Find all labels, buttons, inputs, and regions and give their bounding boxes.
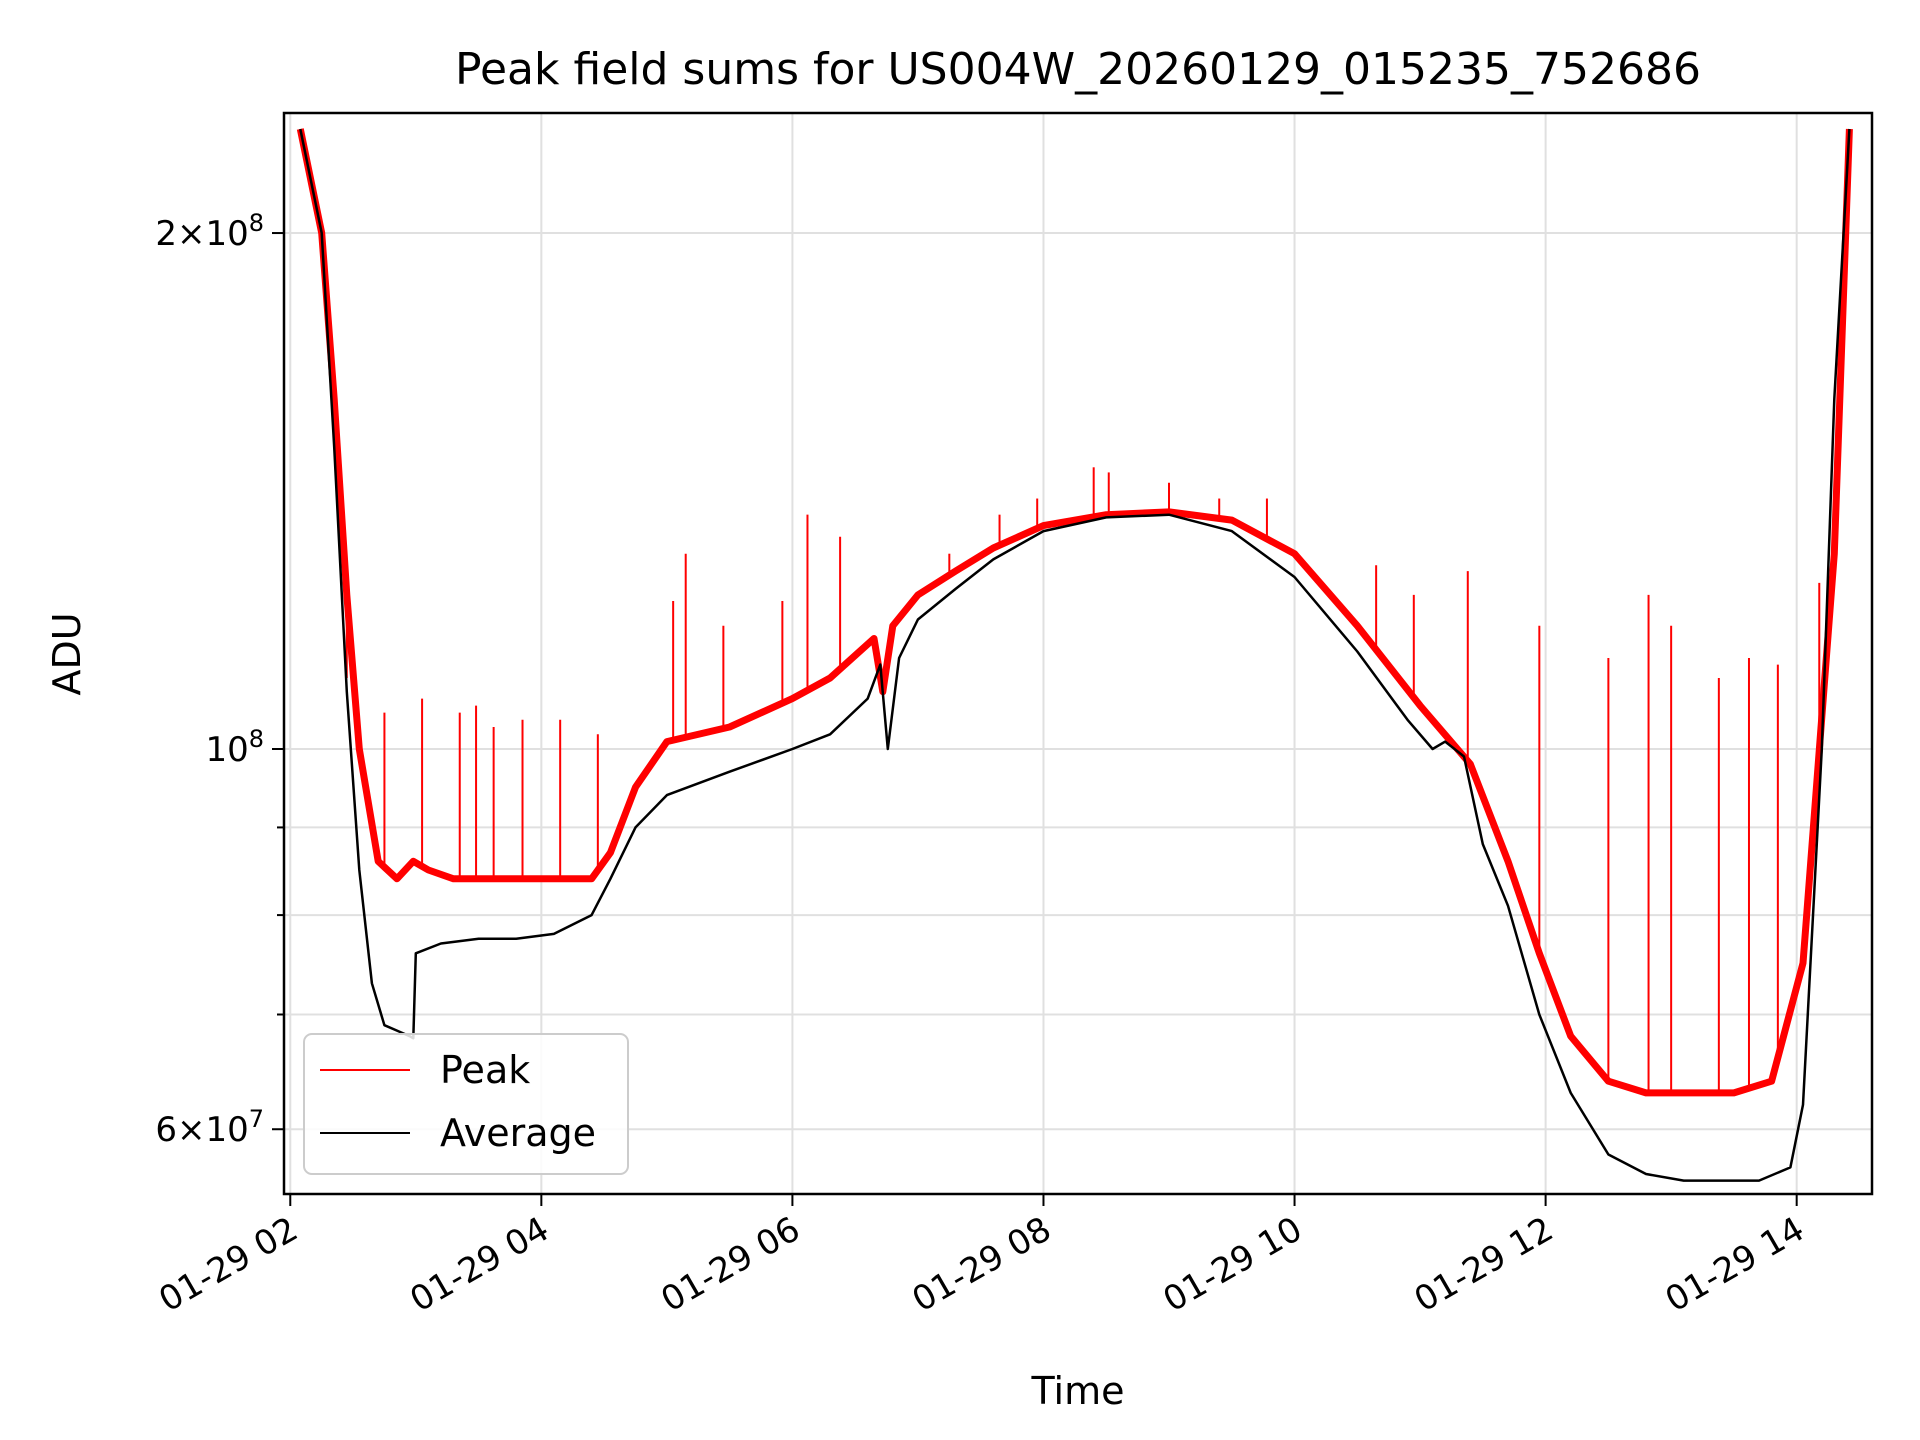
series-layer [296, 128, 1853, 1182]
y-tick-label: 2×108 [155, 209, 264, 254]
legend-label-average: Average [440, 1111, 596, 1155]
y-tick-label: 6×107 [155, 1105, 264, 1150]
legend-label-peak: Peak [440, 1048, 530, 1092]
legend: Peak Average [303, 1033, 629, 1175]
series-line-peak [296, 128, 1853, 1097]
y-axis-label: ADU [45, 612, 89, 695]
x-axis-label: Time [1031, 1369, 1125, 1413]
chart-title: Peak field sums for US004W_20260129_0152… [455, 44, 1701, 95]
y-axis: 6×107 108 2×108 [155, 209, 284, 1150]
y-tick-label: 108 [205, 725, 264, 770]
plot-frame [282, 111, 1874, 1196]
